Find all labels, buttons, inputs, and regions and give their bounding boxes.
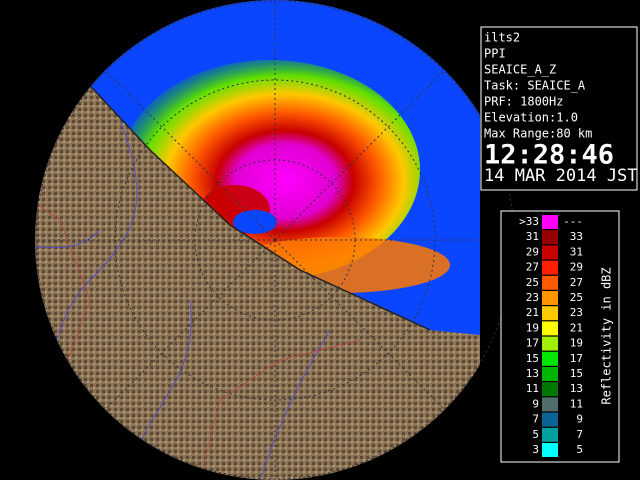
legend-swatch (542, 275, 558, 290)
legend-low: 31 (526, 230, 539, 243)
legend-swatch (542, 230, 558, 245)
legend-low: 19 (526, 321, 539, 334)
legend-swatch (542, 336, 558, 351)
legend-swatch (542, 397, 558, 412)
legend-high: 31 (570, 245, 583, 258)
legend-low: 11 (526, 382, 539, 395)
legend-high: 27 (570, 276, 583, 289)
legend-swatch (542, 215, 558, 229)
info-line: ilts2 (484, 31, 520, 45)
legend-low: 21 (526, 306, 539, 319)
legend-swatch (542, 427, 558, 442)
echo-gap (233, 210, 277, 234)
legend-high: 33 (570, 230, 583, 243)
legend-swatch (542, 306, 558, 321)
legend-swatch (542, 260, 558, 275)
legend-high: 7 (576, 428, 583, 441)
legend-swatch (542, 321, 558, 336)
radar-coverage (35, 0, 515, 480)
legend: >33 --- 31 33 29 31 27 29 25 27 23 25 21 23 19 21 17 19 15… (519, 215, 583, 457)
legend-title: Reflectivity in dBZ (600, 267, 614, 404)
legend-low: 17 (526, 337, 539, 350)
date: 14 MAR 2014 JST (484, 166, 638, 186)
info-line: Task: SEAICE_A (484, 79, 586, 93)
legend-high: 21 (570, 321, 583, 334)
legend-swatch (542, 443, 558, 457)
legend-high: 19 (570, 337, 583, 350)
info-line: PRF: 1800Hz (484, 95, 563, 109)
legend-high: 23 (570, 306, 583, 319)
legend-swatch (542, 412, 558, 427)
legend-swatch (542, 351, 558, 366)
legend-high: 5 (576, 443, 583, 456)
clock: 12:28:46 (484, 140, 614, 171)
legend-low: 7 (532, 413, 539, 426)
legend-low: 29 (526, 245, 539, 258)
legend-swatch (542, 291, 558, 305)
legend-high: 25 (570, 291, 583, 304)
legend-low: 15 (526, 352, 539, 365)
legend-low: 13 (526, 367, 539, 380)
info-line: Max Range:80 km (484, 127, 592, 141)
legend-low: >33 (519, 215, 539, 228)
legend-high: 29 (570, 261, 583, 274)
legend-high: 15 (570, 367, 583, 380)
legend-low: 25 (526, 276, 539, 289)
legend-low: 3 (532, 443, 539, 456)
legend-high: 11 (570, 397, 583, 410)
legend-box (500, 210, 620, 463)
legend-high: --- (563, 215, 583, 228)
legend-low: 5 (532, 428, 539, 441)
legend-high: 9 (576, 413, 583, 426)
legend-high: 17 (570, 352, 583, 365)
legend-low: 9 (532, 397, 539, 410)
info-box (480, 26, 638, 191)
info-line: Elevation:1.0 (484, 111, 578, 125)
info-line: PPI (484, 47, 506, 61)
legend-swatch (542, 382, 558, 397)
legend-low: 27 (526, 261, 539, 274)
info-line: SEAICE_A_Z (484, 63, 556, 77)
legend-swatch (542, 367, 558, 381)
map (35, 0, 515, 480)
legend-swatch (542, 245, 558, 260)
station-info: ilts2 PPI SEAICE_A_Z Task: SEAICE_A PRF: 180… (484, 31, 592, 141)
legend-low: 23 (526, 291, 539, 304)
legend-high: 13 (570, 382, 583, 395)
